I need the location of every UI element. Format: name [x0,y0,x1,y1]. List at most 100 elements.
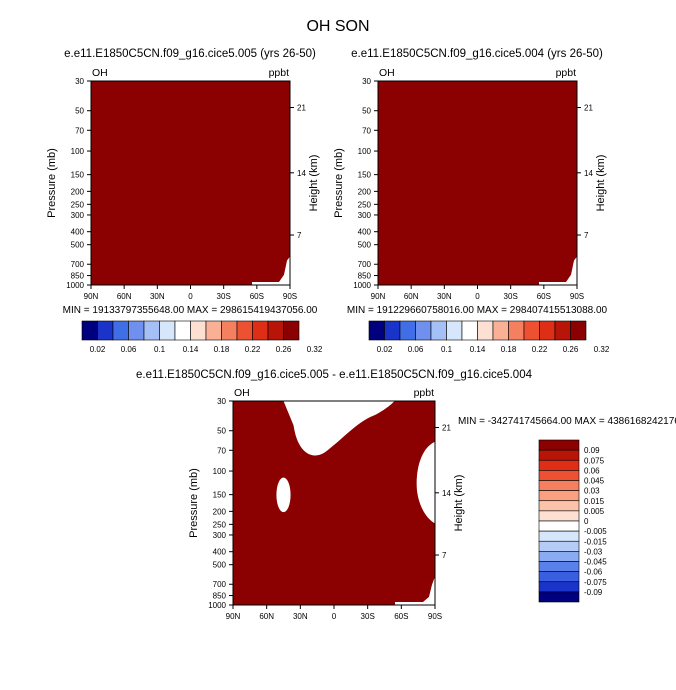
x-tick-label: 30S [361,612,375,621]
y-tick-label: 850 [358,272,372,281]
y-tick-label: 30 [362,77,371,86]
colorbar-box [252,320,269,341]
near-zero-region-right [416,441,435,524]
stats-text: MIN = 19133797355648.00 MAX = 2986154194… [63,305,318,316]
y-tick-label: 70 [217,446,226,455]
colorbar-box [538,591,580,603]
y-tick-label: 850 [71,272,85,281]
x-tick-label: 90N [84,292,99,301]
stats-text: MIN = -342741745664.00 MAX = 43861682421… [458,416,676,427]
y-tick-label: 1000 [353,281,371,290]
colorbar-box [538,510,580,522]
x-tick-label: 0 [188,292,193,301]
colorbar-label: 0.18 [501,345,517,354]
colorbar-box [461,320,478,341]
panel-title: e.e11.E1850C5CN.f09_g16.cice5.005 - e.e1… [136,369,533,381]
colorbar-box [538,459,580,471]
colorbar-box [446,320,463,341]
colorbar-label: 0.03 [584,487,600,496]
colorbar-box [97,320,114,341]
y-tick-label: 1000 [66,281,84,290]
colorbar-box [538,530,580,542]
colorbar-box [190,320,207,341]
colorbar-label: -0.005 [584,527,607,536]
right-tick-label: 21 [297,104,306,113]
colorbar-box [159,320,176,341]
colorbar-box [430,320,447,341]
colorbar-label: 0 [584,517,589,526]
colorbar-box [538,480,580,491]
x-tick-label: 90S [283,292,297,301]
colorbar-label: 0.32 [594,345,610,354]
colorbar-box [112,320,129,341]
right-axis-title: Height (km) [308,155,320,212]
x-tick-label: 90N [226,612,241,621]
y-tick-label: 100 [213,467,227,476]
y-tick-label: 700 [358,260,372,269]
x-tick-label: 90S [428,612,442,621]
colorbar-box [539,320,556,341]
y-tick-label: 400 [71,228,85,237]
panel-difference: e.e11.E1850C5CN.f09_g16.cice5.005 - e.e1… [136,369,676,621]
x-tick-label: 30N [150,292,165,301]
panel-title: e.e11.E1850C5CN.f09_g16.cice5.005 (yrs 2… [64,48,316,60]
colorbar-box [538,500,580,512]
colorbar-box [523,320,540,341]
y-tick-label: 300 [71,211,85,220]
field-fill [91,81,290,285]
colorbar-label: 0.02 [377,345,393,354]
panel-top-left: e.e11.E1850C5CN.f09_g16.cice5.005 (yrs 2… [46,48,323,354]
colorbar-box [492,320,509,341]
colorbar-label: 0.06 [121,345,137,354]
colorbar-label: -0.09 [584,588,603,597]
stats-text: MIN = 19122966075801​6.00 MAX = 29840741… [347,305,608,316]
y-tick-label: 150 [71,171,85,180]
y-tick-label: 300 [213,531,227,540]
variable-label: OH [234,387,250,399]
y-tick-label: 50 [362,107,371,116]
colorbar-box [415,320,432,341]
x-tick-label: 30N [437,292,452,301]
colorbar-box [384,320,401,341]
y-tick-label: 70 [362,126,371,135]
colorbar-label: -0.045 [584,558,607,567]
y-tick-label: 50 [217,427,226,436]
colorbar-box [538,520,580,532]
y-tick-label: 100 [71,147,85,156]
colorbar-label: 0.26 [563,345,579,354]
colorbar-label: 0.14 [470,345,486,354]
y-tick-label: 50 [75,107,84,116]
x-tick-label: 60N [404,292,419,301]
y-tick-label: 70 [75,126,84,135]
panel-title: e.e11.E1850C5CN.f09_g16.cice5.004 (yrs 2… [351,48,603,60]
y-tick-label: 1000 [208,601,226,610]
y-tick-label: 100 [358,147,372,156]
colorbar-label: -0.075 [584,578,607,587]
y-tick-label: 250 [358,200,372,209]
colorbar-label: 0.22 [532,345,548,354]
x-tick-label: 60S [250,292,264,301]
colorbar-label: 0.015 [584,497,605,506]
colorbar-box [538,540,580,552]
surface-gap [252,256,290,285]
colorbar-label: 0.075 [584,456,605,465]
colorbar-box [538,551,580,562]
colorbar-label: 0.26 [276,345,292,354]
units-label: ppbt [414,387,435,399]
colorbar-label: 0.1 [154,345,166,354]
y-axis-title: Pressure (mb) [333,148,345,218]
colorbar-label: -0.015 [584,537,607,546]
colorbar-label: 0.32 [307,345,323,354]
right-tick-label: 14 [442,489,451,498]
colorbar-label: 0.1 [441,345,453,354]
colorbar-box [368,320,385,341]
y-tick-label: 500 [213,561,227,570]
right-tick-label: 21 [584,104,593,113]
colorbar-box [236,320,253,341]
colorbar-label: 0.005 [584,507,605,516]
y-tick-label: 850 [213,592,227,601]
colorbar-label: -0.03 [584,547,603,556]
colorbar-box [205,320,222,341]
colorbar-box [538,571,580,583]
y-tick-label: 400 [358,228,372,237]
